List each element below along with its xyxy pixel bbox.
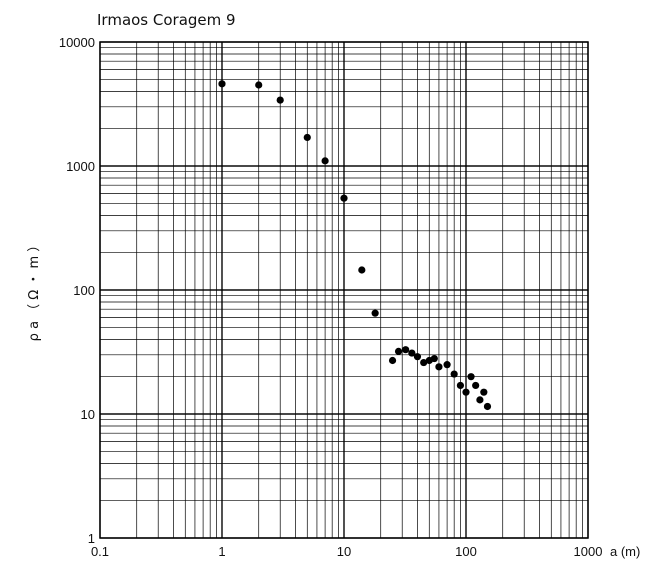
data-point bbox=[371, 309, 379, 317]
data-point bbox=[450, 370, 458, 378]
x-axis-tick-labels: 0.1 1 10 100 1000 bbox=[91, 544, 603, 559]
data-point bbox=[472, 381, 480, 390]
x-axis-label: a (m) bbox=[610, 544, 640, 559]
data-point bbox=[276, 96, 284, 104]
x-tick-label: 1 bbox=[218, 544, 225, 559]
data-point bbox=[408, 349, 416, 357]
y-tick-label: 10 bbox=[81, 407, 95, 422]
data-point bbox=[321, 157, 329, 165]
data-point bbox=[303, 133, 311, 142]
x-tick-label: 10 bbox=[337, 544, 351, 559]
data-points bbox=[218, 80, 492, 411]
data-point bbox=[480, 388, 488, 396]
data-point bbox=[340, 194, 348, 202]
data-point bbox=[467, 373, 475, 381]
y-tick-label: 100 bbox=[73, 283, 95, 298]
data-point bbox=[255, 81, 263, 89]
data-point bbox=[462, 388, 470, 396]
y-axis-tick-labels: 1 10 100 1000 10000 bbox=[59, 35, 95, 546]
data-point bbox=[402, 346, 410, 354]
data-point bbox=[420, 358, 428, 367]
data-point bbox=[394, 347, 403, 355]
data-point bbox=[483, 402, 492, 411]
plot-frame bbox=[99, 41, 589, 539]
y-tick-label: 1000 bbox=[66, 159, 95, 174]
x-tick-label: 0.1 bbox=[91, 544, 109, 559]
data-point bbox=[443, 361, 451, 369]
data-point bbox=[218, 80, 226, 88]
data-point bbox=[435, 363, 443, 371]
data-point bbox=[388, 356, 397, 365]
data-point bbox=[476, 396, 484, 404]
grid bbox=[99, 41, 589, 539]
x-tick-label: 1000 bbox=[574, 544, 603, 559]
x-tick-label: 100 bbox=[455, 544, 477, 559]
y-tick-label: 10000 bbox=[59, 35, 95, 50]
data-point bbox=[413, 353, 422, 361]
y-axis-label: ρ a （ Ω ・ m ） bbox=[27, 239, 42, 342]
chart-title: Irmaos Coragem 9 bbox=[97, 11, 236, 29]
data-point bbox=[456, 381, 465, 390]
data-point bbox=[430, 354, 438, 363]
y-tick-label: 1 bbox=[88, 531, 95, 546]
data-point bbox=[358, 266, 366, 274]
